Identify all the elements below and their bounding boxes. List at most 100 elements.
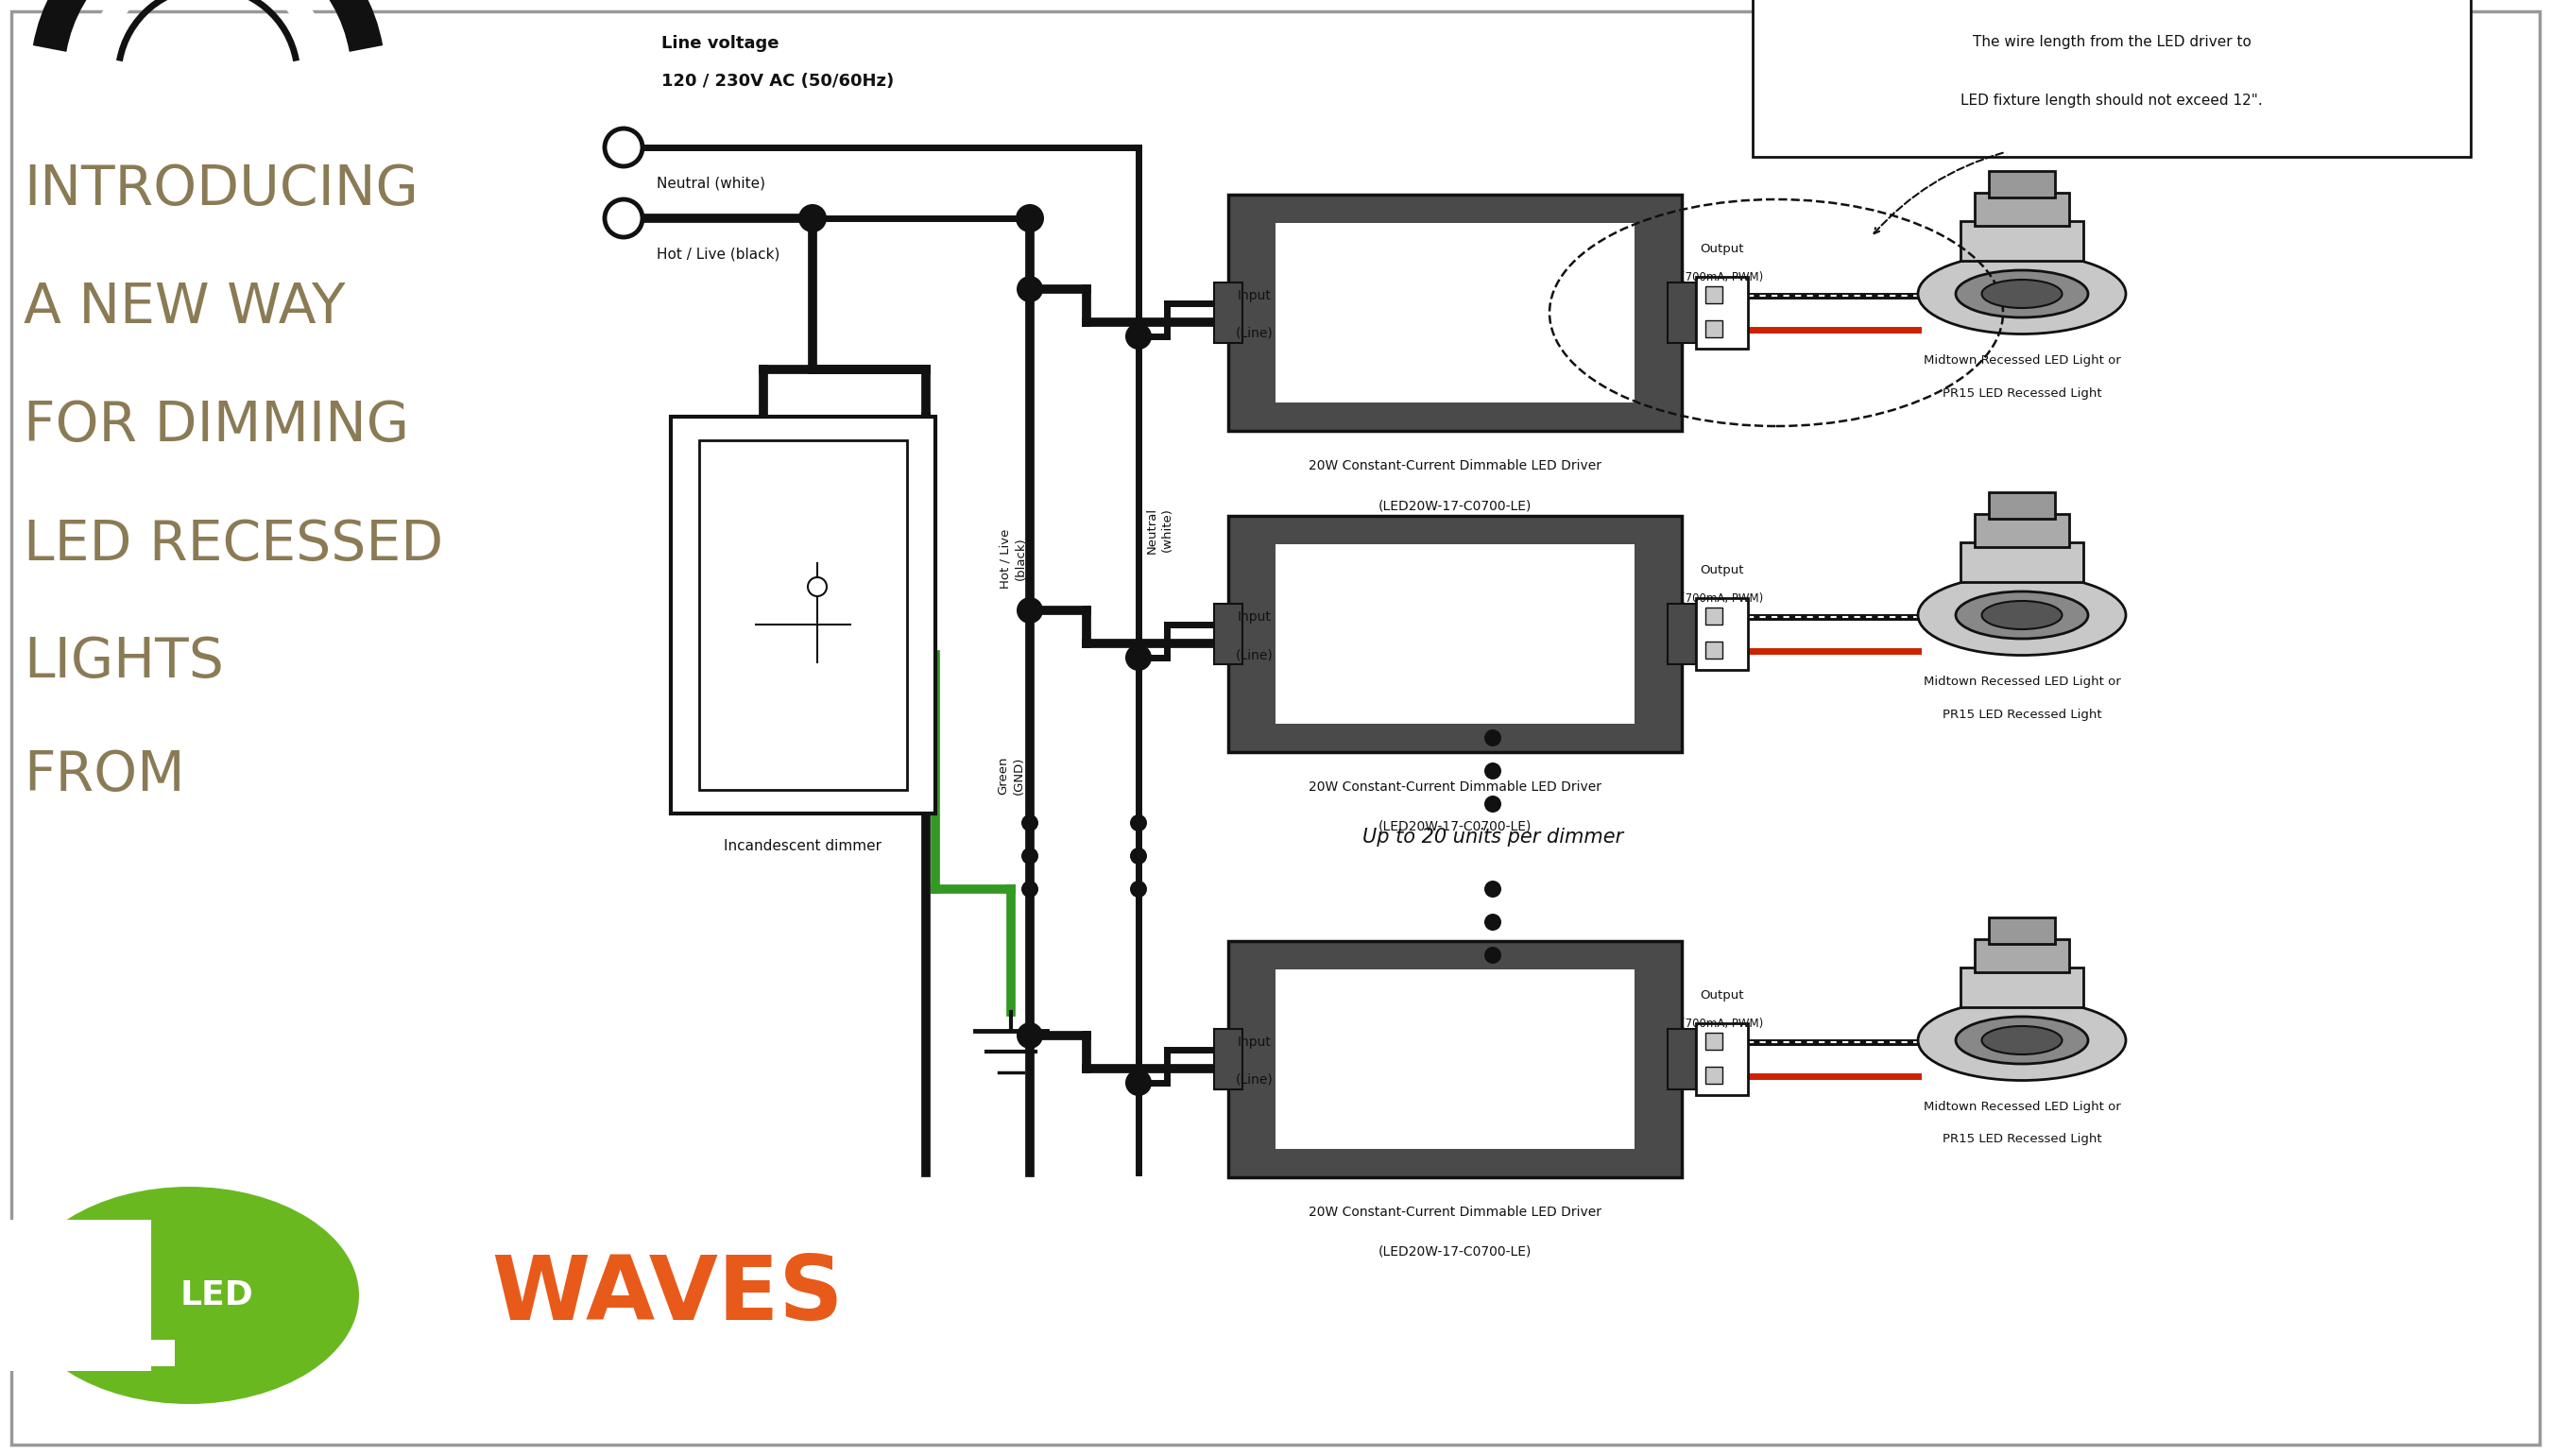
Text: PR15 LED Recessed Light: PR15 LED Recessed Light — [1941, 708, 2102, 721]
Text: Hot / Live
(black): Hot / Live (black) — [1000, 529, 1026, 588]
Text: Hot / Live (black): Hot / Live (black) — [656, 248, 781, 261]
FancyBboxPatch shape — [1990, 917, 2056, 943]
FancyBboxPatch shape — [1707, 320, 1722, 338]
Text: Input: Input — [1237, 1035, 1270, 1048]
FancyBboxPatch shape — [1707, 1032, 1722, 1050]
FancyBboxPatch shape — [1227, 515, 1681, 753]
Bar — [71, 1229, 97, 1366]
FancyBboxPatch shape — [1227, 941, 1681, 1178]
FancyBboxPatch shape — [1962, 968, 2084, 1008]
Circle shape — [798, 204, 827, 233]
FancyBboxPatch shape — [1668, 1029, 1696, 1089]
Ellipse shape — [1918, 575, 2125, 655]
Text: 20W Constant-Current Dimmable LED Driver: 20W Constant-Current Dimmable LED Driver — [1309, 1206, 1602, 1219]
Text: (700mA, PWM): (700mA, PWM) — [1681, 1018, 1763, 1029]
Circle shape — [1125, 1070, 1151, 1096]
Text: Output: Output — [1699, 989, 1745, 1002]
FancyBboxPatch shape — [1962, 542, 2084, 582]
Text: Midtown Recessed LED Light or: Midtown Recessed LED Light or — [1923, 1101, 2120, 1112]
Text: LIGHTS: LIGHTS — [23, 635, 224, 689]
Ellipse shape — [1957, 591, 2089, 639]
Text: Output: Output — [1699, 242, 1745, 255]
Circle shape — [605, 199, 643, 237]
Ellipse shape — [1957, 271, 2089, 317]
FancyBboxPatch shape — [1707, 1067, 1722, 1083]
Circle shape — [1020, 881, 1038, 897]
Text: (Line): (Line) — [1235, 328, 1273, 341]
Bar — [71, 1340, 176, 1366]
Ellipse shape — [1918, 253, 2125, 333]
Circle shape — [1018, 597, 1043, 623]
FancyBboxPatch shape — [1707, 287, 1722, 303]
FancyBboxPatch shape — [671, 416, 936, 814]
Text: A NEW WAY: A NEW WAY — [23, 281, 344, 335]
FancyBboxPatch shape — [1753, 0, 2472, 157]
Text: 20W Constant-Current Dimmable LED Driver: 20W Constant-Current Dimmable LED Driver — [1309, 459, 1602, 472]
Circle shape — [1020, 847, 1038, 865]
Text: (LED20W-17-C0700-LE): (LED20W-17-C0700-LE) — [1378, 499, 1531, 513]
Ellipse shape — [1957, 1016, 2089, 1064]
Text: (Line): (Line) — [1235, 648, 1273, 661]
Ellipse shape — [1918, 1000, 2125, 1080]
Text: 120 / 230V AC (50/60Hz): 120 / 230V AC (50/60Hz) — [661, 73, 893, 90]
Ellipse shape — [1982, 601, 2061, 629]
Ellipse shape — [18, 1187, 360, 1404]
FancyBboxPatch shape — [1276, 970, 1635, 1149]
FancyBboxPatch shape — [1974, 939, 2069, 973]
Ellipse shape — [1982, 280, 2061, 309]
FancyBboxPatch shape — [1990, 170, 2056, 198]
FancyBboxPatch shape — [1668, 282, 1696, 344]
Text: FOR DIMMING: FOR DIMMING — [23, 399, 408, 453]
Text: Green
(GND): Green (GND) — [997, 757, 1026, 795]
Bar — [10, 1220, 151, 1372]
FancyBboxPatch shape — [699, 440, 908, 791]
Circle shape — [1125, 645, 1151, 671]
Text: (LED20W-17-C0700-LE): (LED20W-17-C0700-LE) — [1378, 1245, 1531, 1258]
FancyBboxPatch shape — [1990, 492, 2056, 518]
Text: (700mA, PWM): (700mA, PWM) — [1681, 593, 1763, 604]
FancyBboxPatch shape — [1214, 604, 1242, 664]
FancyBboxPatch shape — [1696, 598, 1747, 670]
Circle shape — [1485, 946, 1503, 964]
Text: (LED20W-17-C0700-LE): (LED20W-17-C0700-LE) — [1378, 820, 1531, 833]
Text: LED: LED — [181, 1280, 255, 1312]
FancyBboxPatch shape — [1214, 282, 1242, 344]
Circle shape — [1018, 1022, 1043, 1048]
Text: Neutral (white): Neutral (white) — [656, 176, 765, 191]
Text: Incandescent dimmer: Incandescent dimmer — [724, 840, 883, 853]
Text: Input: Input — [1237, 290, 1270, 303]
Circle shape — [1020, 814, 1038, 831]
Circle shape — [1485, 881, 1503, 897]
Circle shape — [1130, 847, 1148, 865]
Circle shape — [1018, 275, 1043, 303]
Text: INTRODUCING: INTRODUCING — [23, 163, 418, 217]
Text: PR15 LED Recessed Light: PR15 LED Recessed Light — [1941, 387, 2102, 399]
FancyBboxPatch shape — [1707, 642, 1722, 658]
Text: Black: Black — [903, 473, 916, 513]
FancyBboxPatch shape — [1696, 277, 1747, 348]
Circle shape — [1130, 814, 1148, 831]
FancyBboxPatch shape — [1668, 604, 1696, 664]
Text: Midtown Recessed LED Light or: Midtown Recessed LED Light or — [1923, 354, 2120, 365]
FancyBboxPatch shape — [1974, 514, 2069, 547]
Text: PR15 LED Recessed Light: PR15 LED Recessed Light — [1941, 1133, 2102, 1146]
Circle shape — [1125, 323, 1151, 349]
Circle shape — [1015, 204, 1043, 233]
Text: (Line): (Line) — [1235, 1073, 1273, 1086]
FancyBboxPatch shape — [1707, 607, 1722, 625]
FancyBboxPatch shape — [1974, 192, 2069, 226]
FancyBboxPatch shape — [1214, 1029, 1242, 1089]
FancyBboxPatch shape — [1696, 1024, 1747, 1095]
Circle shape — [1485, 795, 1503, 812]
Text: Midtown Recessed LED Light or: Midtown Recessed LED Light or — [1923, 676, 2120, 687]
FancyBboxPatch shape — [1227, 195, 1681, 431]
Text: Up to 20 units per dimmer: Up to 20 units per dimmer — [1362, 827, 1622, 846]
Circle shape — [1485, 914, 1503, 930]
Text: LED fixture length should not exceed 12".: LED fixture length should not exceed 12"… — [1962, 95, 2263, 108]
Text: Output: Output — [1699, 563, 1745, 577]
Circle shape — [605, 128, 643, 166]
Text: Line voltage: Line voltage — [661, 35, 778, 52]
Circle shape — [1485, 729, 1503, 747]
Text: LED RECESSED: LED RECESSED — [23, 517, 444, 571]
Text: (700mA, PWM): (700mA, PWM) — [1681, 271, 1763, 282]
